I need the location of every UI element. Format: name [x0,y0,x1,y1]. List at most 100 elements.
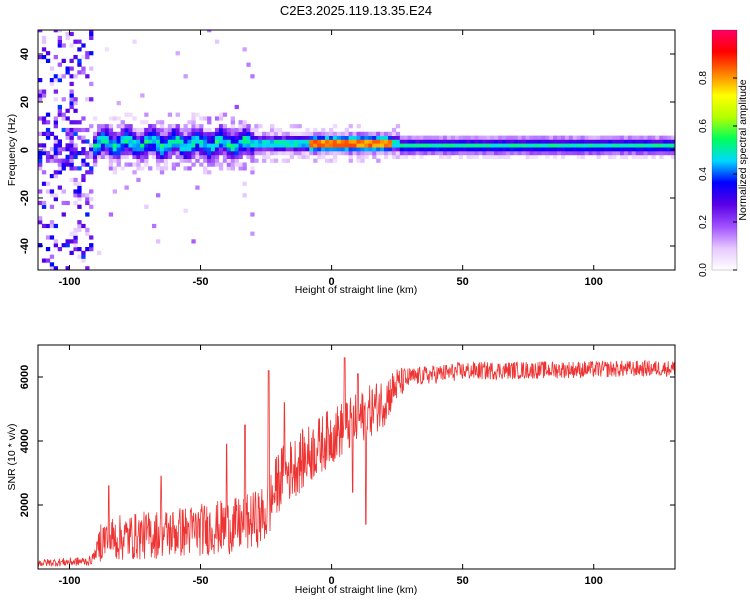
spectrogram-cell [214,39,220,44]
spectrogram-cell [81,151,86,156]
spectrogram-cell [77,193,82,198]
spectrogram-cell [171,143,176,148]
spectrogram-cell [344,135,349,140]
spectrogram-cell [620,147,625,152]
spectrogram-cell [391,131,397,136]
spectrogram-cell [266,151,271,156]
spectrogram-cell [195,158,200,163]
spectrogram-cell [93,139,98,144]
spectrogram-cell [85,139,90,144]
spectrogram-cell [317,131,322,136]
spectrogram-cell [450,147,456,152]
spectrogram-cell [537,151,542,156]
spectrogram-cell [525,147,530,152]
spectrogram-cell [49,78,55,83]
spectrogram-cell [344,131,349,136]
spectrogram-panel: -100 -50 0 50 100 -40 -20 0 20 40 Height of stra… [6,29,676,296]
spectrogram-cell [97,151,102,156]
spectrogram-cell [49,158,55,163]
spectrogram-cell [144,131,149,136]
spectrogram-cell [395,151,401,156]
spectrogram-cell [376,151,381,156]
spectrogram-cell [509,139,515,144]
spectrogram-cell [156,131,161,136]
spectrogram-cell [313,158,318,163]
spectrogram-cell [144,120,149,125]
spectrogram-cell [509,151,515,156]
spectrogram-cell [69,120,74,125]
spectrogram-cell [462,135,467,140]
spectrogram-cell [309,135,314,140]
spectrogram-cell [203,166,208,171]
spectrogram-cell [572,139,578,144]
spectrogram-cell [651,154,656,159]
spectrogram-cell [171,124,176,129]
snr-x-axis-label: Height of straight line (km) [295,584,418,596]
spectrogram-cell [159,151,165,156]
spectrogram-cell [612,143,617,148]
spectrogram-cell [403,139,408,144]
spectrogram-cell [254,139,259,144]
spectrogram-cell [41,147,47,152]
spectrogram-cell [108,127,114,133]
spectrogram-cell [431,151,436,156]
spectrogram-cell [45,120,51,125]
spectrogram-cell [505,147,511,152]
spectrogram-cell [53,223,58,229]
spectrogram-cell [73,243,78,248]
spectrogram-cell [486,147,491,152]
spectrogram-cell [505,139,511,144]
spectrogram-cell [651,135,656,140]
spectrogram-cell [576,147,581,152]
spectrogram-cell [187,135,192,140]
spectrogram-cell [285,151,290,156]
spectrogram-cell [175,131,180,136]
spectrogram-cell [549,143,554,148]
spectrogram-cell [427,135,432,140]
spectrogram-cell [207,116,212,121]
spectrogram-cell [439,143,444,148]
spectrogram-cell [505,143,511,148]
colorbar-tick-label: 0.6 [698,119,709,133]
spectrogram-cell [73,166,78,171]
spectrogram-cell [627,143,633,148]
spectrogram-cell [53,147,58,152]
spectrogram-cell [305,151,310,156]
spectrogram-cell [596,151,601,156]
spectrogram-cell [140,131,145,136]
spectrogram-cell [207,127,212,133]
spectrogram-cell [561,143,566,148]
spectrogram-cell [348,158,353,163]
spectrogram-cell [175,135,180,140]
spectrogram-cell [317,139,322,144]
spectrogram-cell [65,108,70,113]
spectrogram-cell [69,147,74,152]
spectrogram-cell [73,143,78,148]
spectrogram-cell [85,193,90,198]
spectrogram-cell [203,139,208,144]
spectrogram-cell [112,151,117,156]
spectrogram-cell [218,135,224,140]
spectrogram-cell [199,162,204,167]
spectrogram-cell [211,131,216,136]
spectrogram-cell [108,143,114,148]
spectrogram-cell [116,158,121,163]
spectrogram-cell [73,127,78,133]
spectrogram-cell [61,189,66,194]
spectrogram-cell [494,154,499,159]
spectrogram-cell [57,43,62,48]
spectrogram-cell [604,147,609,152]
spectrogram-cell [57,143,62,148]
spectrogram-cell [616,151,621,156]
spectrogram-cell [214,162,220,167]
spectrogram-cell [199,139,204,144]
spectrogram-cell [588,147,593,152]
spectrogram-cell [179,154,184,159]
spectrogram-cell [112,170,117,175]
spectrogram-cell [403,154,408,159]
spectrogram-cell [108,162,114,167]
spectrogram-cell [572,135,578,140]
spectrogram-cell [69,250,74,255]
spectrogram-cell [553,135,558,140]
spectrogram-cell [93,131,98,136]
